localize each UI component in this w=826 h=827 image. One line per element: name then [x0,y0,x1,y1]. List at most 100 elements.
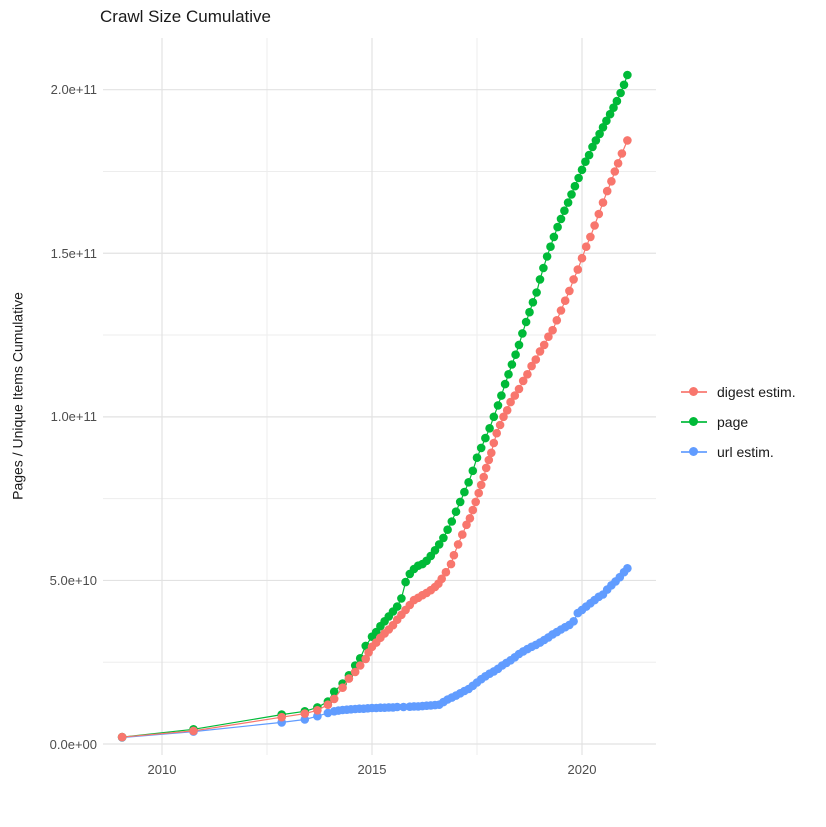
data-point [544,332,553,342]
data-point [567,190,576,199]
data-point [556,306,566,315]
data-point [300,709,310,718]
data-point [355,661,365,670]
data-point [602,116,611,126]
data-point [577,253,587,263]
data-point [577,165,587,175]
data-point [446,559,456,569]
data-point [468,505,478,515]
y-axis-title: Pages / Unique Items Cumulative [9,292,26,500]
data-point [329,687,339,696]
data-point [361,654,371,664]
data-point [623,70,632,80]
x-axis-tick-label: 2010 [147,762,177,777]
data-point [495,420,505,430]
data-point [605,109,615,119]
y-axis-tick-label: 1.0e+11 [50,409,97,425]
data-point [277,712,287,722]
series-page [117,70,632,742]
data-point [350,667,360,677]
data-point [506,397,515,407]
data-point [510,391,520,400]
data-point [399,702,408,712]
data-point [361,641,371,651]
data-point [590,221,599,230]
data-point [612,96,622,106]
data-point [484,455,494,465]
data-point [527,361,536,371]
data-point [607,177,616,186]
data-point [514,340,524,350]
data-point [539,340,549,350]
legend-label: url estim. [717,444,774,460]
data-point [485,424,494,433]
data-point [613,159,623,168]
y-axis-tick-label: 1.5e+11 [50,245,97,261]
data-point [462,520,471,530]
series-digest-estim [117,136,632,742]
data-point [616,88,625,98]
legend-item: digest estim. [681,377,796,407]
data-point [595,129,604,139]
data-point [497,391,506,400]
data-point [514,384,524,394]
data-point [392,702,402,712]
data-point [584,150,594,160]
data-point [511,350,520,360]
page-title: Crawl Size Cumulative [100,7,271,26]
data-point [556,214,566,224]
legend-label: page [717,414,749,430]
data-point [535,347,545,356]
data-point [623,136,632,145]
data-point [476,443,486,453]
data-point [560,206,569,215]
data-point [609,103,618,112]
data-point [392,602,402,611]
data-point [323,700,333,709]
data-point [528,298,538,307]
data-point [443,525,452,534]
data-point [447,517,457,526]
data-point [598,123,608,132]
data-point [573,265,583,274]
data-point [546,242,555,251]
data-point [532,288,541,297]
data-point [569,617,578,626]
legend: digest estim. page url estim. [681,377,796,467]
data-point [487,448,496,458]
data-point [500,379,510,389]
data-point [552,316,562,325]
data-point [437,574,447,584]
y-axis-tick-label: 2.0e+11 [50,82,97,98]
series-url-estim [117,564,632,742]
data-point [610,167,620,176]
data-point [493,401,503,410]
x-axis-tick-label: 2020 [567,762,597,777]
data-point [581,242,591,251]
data-point [455,497,465,507]
x-axis-tick-label: 2015 [357,762,387,777]
data-point [481,433,490,443]
legend-item: page [681,407,796,437]
data-point [313,711,322,721]
data-point [523,370,532,379]
data-point [481,463,491,473]
data-point [189,726,198,736]
data-point [472,453,482,463]
data-point [525,307,534,317]
data-point [479,472,489,482]
data-point [471,497,481,507]
data-point [535,275,545,284]
data-point [553,222,562,232]
data-point [476,480,486,490]
data-point [574,173,583,183]
data-point [502,406,512,415]
data-point [465,514,475,523]
data-point [449,550,459,560]
data-point [397,594,406,603]
data-point [434,540,444,549]
legend-item: url estim. [681,437,796,467]
data-point [507,360,517,369]
